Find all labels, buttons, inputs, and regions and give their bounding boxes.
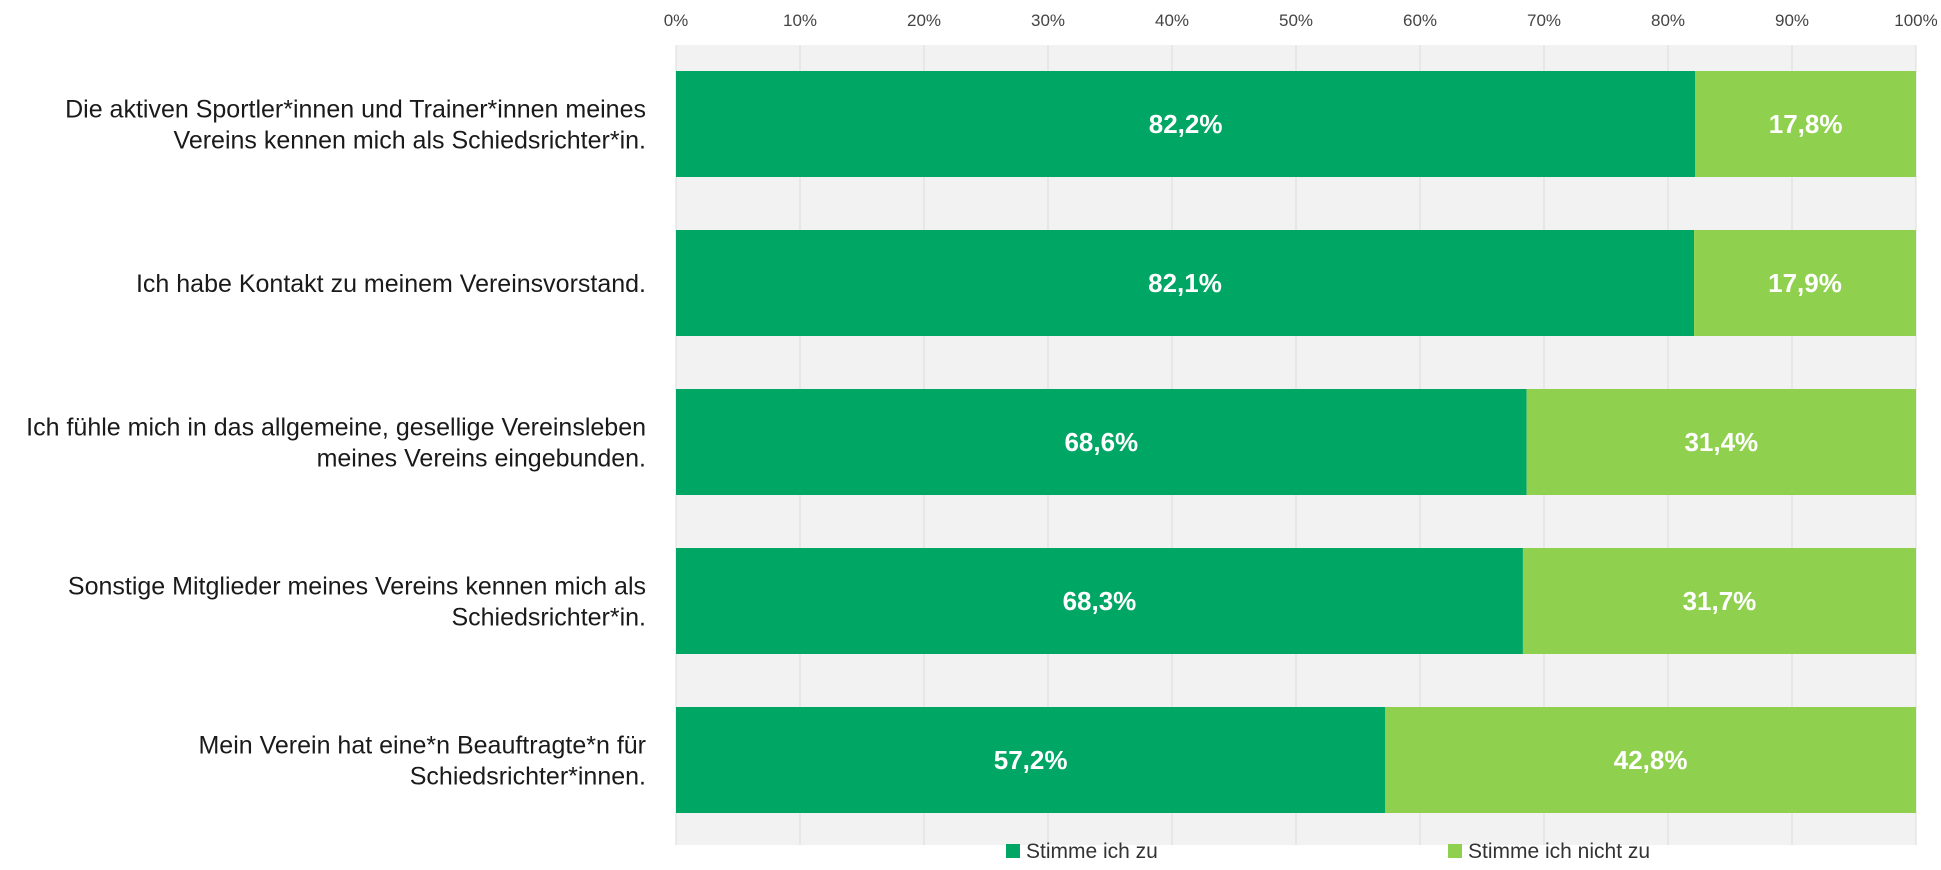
bar-agree — [676, 707, 1386, 813]
data-label: 31,4% — [1684, 427, 1758, 457]
legend-swatch — [1006, 844, 1020, 858]
legend-label: Stimme ich zu — [1026, 840, 1158, 863]
data-label: 17,9% — [1768, 268, 1842, 298]
x-tick-label: 80% — [1651, 11, 1685, 30]
bars: 82,2% 17,8% 82,1% 17,9% 68,6% 31,4% 68,3% 31,7%… — [676, 71, 1916, 813]
data-label: 42,8% — [1614, 745, 1688, 775]
data-label: 31,7% — [1683, 586, 1757, 616]
bar-disagree — [1526, 389, 1916, 495]
legend-label: Stimme ich nicht zu — [1468, 840, 1650, 863]
x-axis-ticks: 0% 10% 20% 30% 40% 50% 60% 70% 80% 90% 100% — [664, 11, 1938, 30]
category-label: Ich fühle mich in das allgemeine, gesell… — [26, 414, 646, 473]
x-tick-label: 60% — [1403, 11, 1437, 30]
x-tick-label: 20% — [907, 11, 941, 30]
category-label: Ich habe Kontakt zu meinem Vereinsvorsta… — [136, 270, 646, 298]
bar-disagree — [1385, 707, 1916, 813]
bar-disagree — [1694, 230, 1916, 336]
data-label: 68,6% — [1064, 427, 1138, 457]
category-labels: Die aktiven Sportler*innen und Trainer*i… — [26, 96, 646, 791]
category-label: Sonstige Mitglieder meines Vereins kenne… — [68, 573, 646, 632]
bar-agree — [676, 230, 1695, 336]
bar-disagree — [1522, 548, 1916, 654]
bar-disagree — [1695, 71, 1916, 177]
x-tick-label: 40% — [1155, 11, 1189, 30]
data-label: 68,3% — [1063, 586, 1137, 616]
bar-agree — [676, 389, 1527, 495]
x-tick-label: 100% — [1894, 11, 1937, 30]
x-tick-label: 30% — [1031, 11, 1065, 30]
category-label: Mein Verein hat eine*n Beauftragte*n für… — [198, 732, 646, 791]
x-tick-label: 50% — [1279, 11, 1313, 30]
x-tick-label: 70% — [1527, 11, 1561, 30]
x-tick-label: 90% — [1775, 11, 1809, 30]
data-label: 17,8% — [1769, 109, 1843, 139]
data-label: 82,2% — [1149, 109, 1223, 139]
x-tick-label: 0% — [664, 11, 689, 30]
bar-agree — [676, 548, 1523, 654]
x-tick-label: 10% — [783, 11, 817, 30]
bar-agree — [676, 71, 1696, 177]
category-label: Die aktiven Sportler*innen und Trainer*i… — [65, 96, 646, 155]
legend: Stimme ich zu Stimme ich nicht zu — [1006, 840, 1650, 863]
data-label: 57,2% — [994, 745, 1068, 775]
data-label: 82,1% — [1148, 268, 1222, 298]
legend-swatch — [1448, 844, 1462, 858]
